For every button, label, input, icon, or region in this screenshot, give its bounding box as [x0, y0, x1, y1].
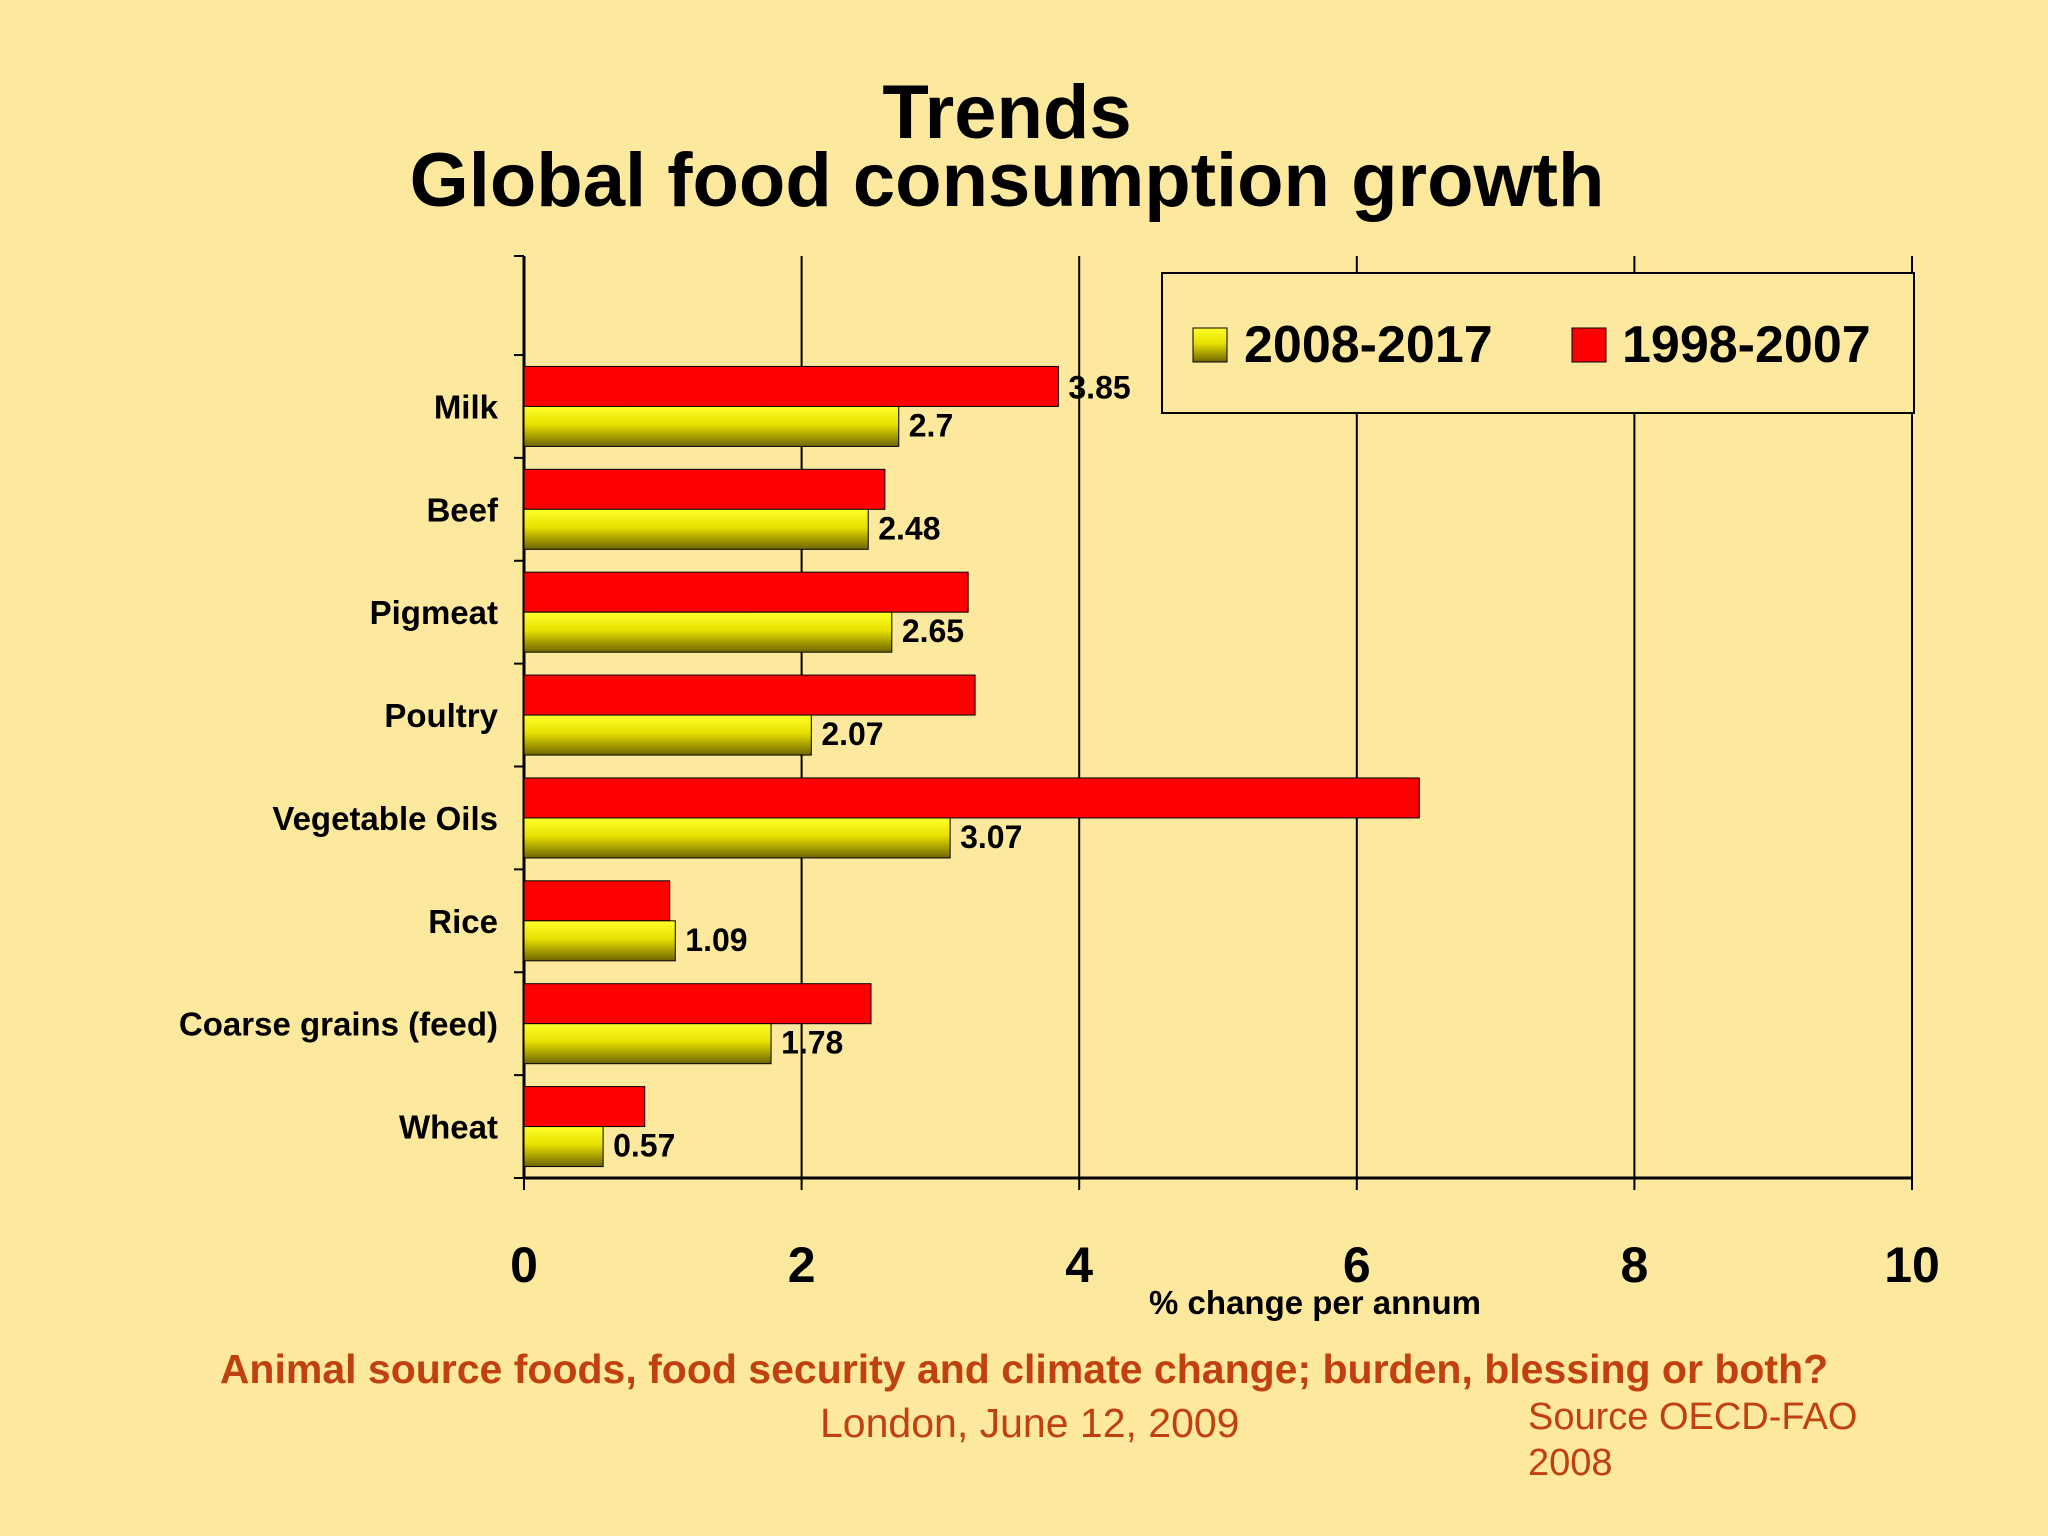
- category-label: Rice: [428, 903, 498, 940]
- data-label-2008-2017: 2.07: [821, 716, 883, 752]
- x-tick-label-8: 8: [1620, 1237, 1648, 1293]
- bar-2008-2017: [523, 714, 812, 756]
- data-label-2008-2017: 2.65: [902, 613, 964, 649]
- category-label: Coarse grains (feed): [179, 1006, 498, 1043]
- x-axis-title: % change per annum: [1149, 1284, 1481, 1321]
- labels: 0 2 4 6 8 10 % change per annum Milk 3.85 2.7 Beef…: [179, 369, 1940, 1321]
- x-tick-label-6: 6: [1343, 1237, 1371, 1293]
- legend-label-1998-2007: 1998-2007: [1622, 316, 1871, 374]
- data-label-2008-2017: 0.57: [613, 1128, 675, 1164]
- bar-1998-2007: [523, 1086, 646, 1128]
- category-label: Wheat: [399, 1109, 498, 1146]
- bar-1998-2007: [523, 777, 1420, 819]
- bar-2008-2017: [523, 1126, 604, 1168]
- data-label-1998-2007: 3.85: [1068, 369, 1130, 405]
- bar-1998-2007: [523, 880, 671, 922]
- bar-1998-2007: [523, 365, 1059, 407]
- category-label: Pigmeat: [370, 594, 498, 631]
- data-label-2008-2017: 1.78: [781, 1025, 843, 1061]
- bar-1998-2007: [523, 571, 969, 613]
- data-label-2008-2017: 3.07: [960, 819, 1022, 855]
- bar-1998-2007: [523, 983, 872, 1025]
- bar-2008-2017: [523, 405, 900, 447]
- legend-box: [1161, 272, 1915, 414]
- bar-1998-2007: [523, 468, 886, 510]
- bar-2008-2017: [523, 817, 951, 859]
- category-label: Poultry: [384, 697, 498, 734]
- bar-2008-2017: [523, 920, 676, 962]
- category-label: Beef: [426, 491, 499, 528]
- bar-2008-2017: [523, 1023, 772, 1065]
- footer-title: Animal source foods, food security and c…: [219, 1346, 1829, 1392]
- x-tick-label-4: 4: [1065, 1237, 1093, 1293]
- legend: 2008-2017 1998-2007: [1161, 272, 1915, 414]
- data-label-2008-2017: 2.7: [909, 407, 953, 443]
- footer-source: Source OECD-FAO 2008: [1528, 1396, 1858, 1484]
- data-label-2008-2017: 1.09: [685, 922, 747, 958]
- chart-subtitle: Global food consumption growth: [409, 138, 1605, 223]
- category-label: Vegetable Oils: [272, 800, 498, 837]
- data-label-2008-2017: 2.48: [878, 510, 940, 546]
- bar-2008-2017: [523, 508, 869, 550]
- footer-date: London, June 12, 2009: [820, 1400, 1240, 1446]
- chart-title: Trends: [882, 70, 1132, 155]
- bar-1998-2007: [523, 674, 976, 716]
- x-tick-label-0: 0: [510, 1237, 538, 1293]
- x-tick-label-10: 10: [1884, 1237, 1940, 1293]
- x-tick-label-2: 2: [788, 1237, 816, 1293]
- bar-2008-2017: [523, 611, 893, 653]
- legend-label-2008-2017: 2008-2017: [1244, 316, 1493, 374]
- legend-swatch-1998-2007: [1571, 327, 1607, 363]
- legend-swatch-2008-2017: [1192, 327, 1228, 363]
- bars: [523, 365, 1420, 1168]
- category-label: Milk: [434, 388, 499, 425]
